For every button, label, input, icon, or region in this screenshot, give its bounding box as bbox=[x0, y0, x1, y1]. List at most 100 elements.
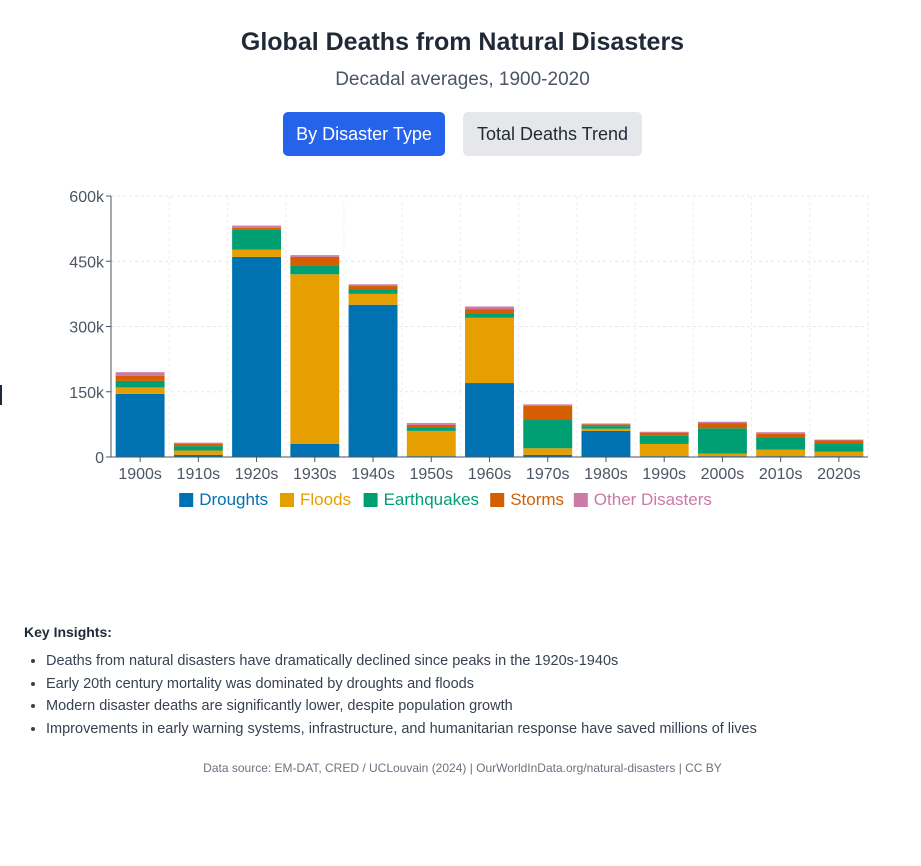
bar-other-disasters-1980s bbox=[581, 423, 631, 425]
legend-swatch-droughts bbox=[179, 493, 194, 507]
bar-floods-1980s bbox=[581, 428, 631, 431]
bar-other-disasters-1960s bbox=[465, 306, 514, 310]
legend-swatch-storms bbox=[490, 493, 505, 507]
x-tick-label: 1920s bbox=[235, 466, 279, 483]
bar-storms-1990s bbox=[639, 432, 689, 436]
bar-droughts-1910s bbox=[173, 454, 223, 457]
bar-earthquakes-1910s bbox=[173, 446, 223, 451]
y-tick-label: 450k bbox=[69, 254, 105, 271]
bar-storms-1930s bbox=[290, 256, 340, 266]
legend-swatch-other-disasters bbox=[573, 493, 588, 507]
x-tick-label: 1910s bbox=[177, 466, 221, 483]
left-edge-marker bbox=[0, 385, 2, 405]
insight-item: Modern disaster deaths are significantly… bbox=[46, 695, 904, 718]
bar-floods-1930s bbox=[290, 274, 340, 444]
insight-item: Deaths from natural disasters have drama… bbox=[46, 650, 904, 673]
legend-label-storms: Storms bbox=[510, 490, 564, 509]
bar-floods-2010s bbox=[756, 449, 806, 457]
bar-other-disasters-1950s bbox=[406, 423, 456, 425]
legend-swatch-earthquakes bbox=[363, 493, 378, 507]
x-tick-label: 1970s bbox=[526, 466, 570, 483]
x-tick-label: 2010s bbox=[759, 466, 803, 483]
bar-earthquakes-2010s bbox=[756, 437, 806, 450]
x-tick-label: 1980s bbox=[584, 466, 628, 483]
bar-earthquakes-2020s bbox=[814, 443, 864, 452]
y-tick-label: 300k bbox=[69, 320, 105, 337]
bar-storms-1940s bbox=[348, 286, 398, 290]
bar-floods-2020s bbox=[814, 451, 864, 457]
bar-other-disasters-1930s bbox=[290, 255, 340, 257]
total-deaths-trend-button[interactable]: Total Deaths Trend bbox=[463, 112, 642, 156]
bar-droughts-1980s bbox=[581, 430, 631, 457]
bar-floods-2000s bbox=[697, 453, 747, 457]
bar-droughts-1960s bbox=[465, 383, 514, 457]
bar-other-disasters-2010s bbox=[756, 432, 806, 434]
by-disaster-type-button[interactable]: By Disaster Type bbox=[283, 112, 445, 156]
legend-label-floods: Floods bbox=[300, 490, 351, 509]
bar-storms-2000s bbox=[697, 423, 747, 429]
bar-floods-1960s bbox=[465, 317, 514, 384]
bar-earthquakes-1920s bbox=[232, 229, 282, 250]
bar-floods-1950s bbox=[406, 430, 456, 457]
y-tick-label: 150k bbox=[69, 385, 105, 402]
bar-droughts-1940s bbox=[348, 304, 398, 457]
x-tick-label: 1960s bbox=[468, 466, 512, 483]
stacked-bar-chart: 0 150k 300k 450k 600k 1900s 1910s 1920s 1930s 194… bbox=[69, 189, 869, 509]
bar-other-disasters-1940s bbox=[348, 284, 398, 287]
legend-swatch-floods bbox=[280, 493, 294, 507]
insight-item: Improvements in early warning systems, i… bbox=[46, 718, 904, 741]
bar-earthquakes-1960s bbox=[465, 313, 514, 318]
bar-earthquakes-1980s bbox=[581, 426, 631, 429]
chart-subtitle: Decadal averages, 1900-2020 bbox=[335, 69, 590, 90]
bar-floods-1920s bbox=[232, 249, 282, 257]
x-tick-label: 2020s bbox=[817, 466, 861, 483]
bar-earthquakes-1940s bbox=[348, 289, 398, 294]
bar-storms-1900s bbox=[115, 375, 165, 381]
x-tick-label: 1930s bbox=[293, 466, 337, 483]
bar-earthquakes-2000s bbox=[697, 428, 747, 454]
bar-storms-1960s bbox=[465, 309, 514, 314]
insight-item: Early 20th century mortality was dominat… bbox=[46, 673, 904, 696]
bar-storms-1920s bbox=[232, 227, 282, 230]
bar-storms-1910s bbox=[173, 443, 223, 447]
bar-earthquakes-1990s bbox=[639, 435, 689, 444]
bar-storms-2010s bbox=[756, 433, 806, 438]
bar-floods-1970s bbox=[523, 448, 573, 455]
x-tick-label: 1990s bbox=[642, 466, 686, 483]
bar-other-disasters-1920s bbox=[232, 225, 282, 228]
bar-other-disasters-1900s bbox=[115, 372, 165, 376]
bar-other-disasters-1970s bbox=[523, 404, 573, 406]
x-tick-label: 1950s bbox=[409, 466, 453, 483]
bar-droughts-1920s bbox=[232, 256, 282, 457]
chart-title: Global Deaths from Natural Disasters bbox=[240, 28, 685, 56]
key-insights: Key Insights: Deaths from natural disast… bbox=[24, 624, 904, 740]
data-source-footer: Data source: EM-DAT, CRED / UCLouvain (2… bbox=[203, 761, 722, 775]
x-tick-label: 1940s bbox=[351, 466, 395, 483]
bar-storms-2020s bbox=[814, 440, 864, 444]
bar-earthquakes-1970s bbox=[523, 420, 573, 449]
bar-floods-1940s bbox=[348, 293, 398, 305]
bar-other-disasters-1990s bbox=[639, 431, 689, 433]
bar-storms-1980s bbox=[581, 424, 631, 427]
legend-label-droughts: Droughts bbox=[199, 490, 268, 509]
bar-earthquakes-1900s bbox=[115, 380, 165, 388]
bar-other-disasters-2000s bbox=[697, 421, 747, 424]
x-tick-label: 2000s bbox=[701, 466, 745, 483]
bar-floods-1990s bbox=[639, 443, 689, 457]
insights-list: Deaths from natural disasters have drama… bbox=[24, 650, 904, 740]
bar-storms-1950s bbox=[406, 424, 456, 428]
bar-earthquakes-1950s bbox=[406, 427, 456, 431]
y-tick-label: 600k bbox=[69, 189, 105, 206]
bar-droughts-1900s bbox=[115, 393, 165, 457]
bar-floods-1900s bbox=[115, 387, 165, 394]
bar-earthquakes-1930s bbox=[290, 265, 340, 275]
bar-droughts-1970s bbox=[523, 454, 573, 457]
bar-droughts-1930s bbox=[290, 443, 340, 457]
legend-label-other-disasters: Other Disasters bbox=[594, 490, 712, 509]
x-tick-label: 1900s bbox=[118, 466, 162, 483]
bar-other-disasters-2020s bbox=[814, 439, 864, 441]
insights-heading: Key Insights: bbox=[24, 624, 112, 640]
bar-other-disasters-1910s bbox=[173, 442, 223, 444]
legend-label-earthquakes: Earthquakes bbox=[384, 490, 479, 509]
y-tick-label: 0 bbox=[95, 450, 104, 467]
